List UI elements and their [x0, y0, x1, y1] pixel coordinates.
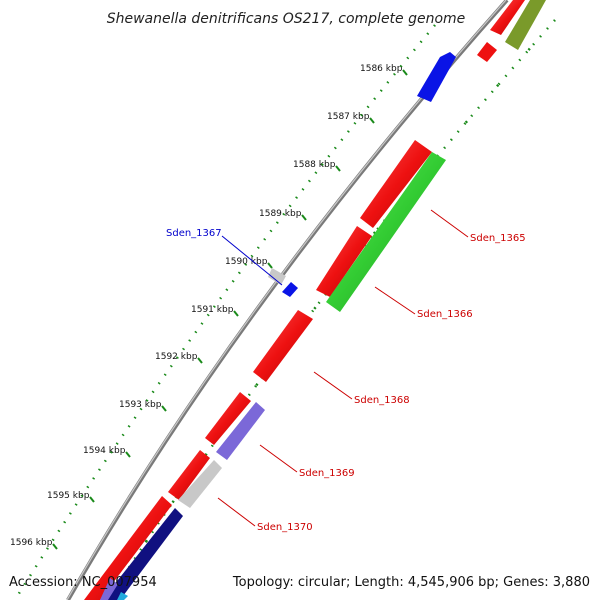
kbp-tick: 1591 kbp — [191, 305, 239, 317]
kbp-label: 1595 kbp — [47, 491, 90, 501]
kbp-label: 1587 kbp — [327, 112, 370, 122]
gene-red-large-2[interactable] — [316, 226, 372, 297]
gene-label-sden-1367[interactable]: Sden_1367 — [166, 228, 222, 239]
kbp-tick: 1587 kbp — [327, 112, 375, 124]
kbp-label: 1591 kbp — [191, 305, 234, 315]
gene-red-top[interactable] — [490, 0, 525, 35]
gene-label-sden-1369[interactable]: Sden_1369 — [299, 468, 355, 479]
genome-backbone — [66, 0, 509, 600]
gene-olive-top[interactable] — [505, 0, 546, 50]
kbp-tick-mark — [89, 496, 95, 503]
gene-label-sden-1365[interactable]: Sden_1365 — [470, 233, 526, 244]
kbp-label: 1593 kbp — [119, 400, 162, 410]
genome-backbone-highlight — [66, 0, 507, 600]
gene-label-sden-1368[interactable]: Sden_1368 — [354, 395, 410, 406]
kbp-tick: 1590 kbp — [225, 257, 273, 269]
leader-line — [217, 497, 256, 527]
kbp-tick: 1594 kbp — [83, 446, 131, 458]
position-ticks: 1586 kbp 1587 kbp 1588 kbp 1589 kbp 1590… — [10, 64, 408, 550]
leader-line — [221, 235, 283, 286]
forward-strand-genes — [268, 52, 456, 297]
kbp-label: 1586 kbp — [360, 64, 403, 74]
gene-Sden_1365[interactable] — [326, 152, 446, 312]
gene-red-large-1[interactable] — [360, 140, 432, 228]
kbp-tick-mark — [402, 69, 408, 76]
leader-line — [313, 371, 353, 400]
outer-tick-ring — [16, 24, 436, 596]
gene-blue-1586[interactable] — [417, 52, 456, 102]
gene-red-small-top[interactable] — [477, 42, 497, 62]
kbp-tick-mark — [267, 262, 273, 269]
kbp-label: 1588 kbp — [293, 160, 336, 170]
kbp-label: 1589 kbp — [259, 209, 302, 219]
kbp-tick-mark — [301, 214, 307, 221]
gene-label-sden-1366[interactable]: Sden_1366 — [417, 309, 473, 320]
gene-lavender-bottom[interactable] — [100, 578, 118, 600]
gene-Sden_1369[interactable] — [216, 402, 265, 460]
gene-annotations: Sden_1365 Sden_1366 Sden_1367 Sden_1368 … — [166, 209, 526, 533]
leader-line — [259, 444, 298, 473]
inner-tick-ring — [106, 19, 556, 600]
kbp-tick-mark — [335, 165, 341, 172]
gene-Sden_1367[interactable] — [282, 282, 298, 297]
topology-summary: Topology: circular; Length: 4,545,906 bp… — [232, 575, 590, 590]
kbp-tick-mark — [125, 451, 131, 458]
gene-label-sden-1370[interactable]: Sden_1370 — [257, 522, 313, 533]
kbp-tick-mark — [197, 357, 203, 364]
kbp-tick: 1586 kbp — [360, 64, 408, 76]
leader-line — [374, 286, 416, 315]
kbp-label: 1596 kbp — [10, 538, 53, 548]
gene-red-1593[interactable] — [205, 392, 251, 445]
gene-navy-1596[interactable] — [102, 508, 183, 600]
kbp-tick: 1592 kbp — [155, 352, 203, 364]
gene-red-1594[interactable] — [168, 450, 210, 500]
kbp-tick: 1595 kbp — [47, 491, 95, 503]
reverse-strand-genes — [100, 0, 546, 600]
gene-grey-small[interactable] — [268, 268, 286, 285]
kbp-tick: 1596 kbp — [10, 538, 58, 550]
gene-Sden_1370[interactable] — [178, 460, 222, 508]
kbp-tick-mark — [161, 405, 167, 412]
map-title: Shewanella denitrificans OS217, complete… — [107, 11, 466, 27]
kbp-tick-mark — [52, 543, 58, 550]
gene-red-1595[interactable] — [84, 496, 172, 600]
gene-Sden_1368[interactable] — [253, 310, 313, 382]
kbp-tick: 1589 kbp — [259, 209, 307, 221]
cds-track-genes — [84, 0, 525, 600]
accession-text: Accession: NC_007954 — [9, 575, 157, 590]
leader-line — [430, 209, 469, 238]
kbp-label: 1590 kbp — [225, 257, 268, 267]
kbp-tick-mark — [233, 310, 239, 317]
kbp-tick-mark — [369, 117, 375, 124]
gene-cyan-bottom[interactable] — [117, 592, 128, 600]
kbp-label: 1594 kbp — [83, 446, 126, 456]
kbp-tick: 1588 kbp — [293, 160, 341, 172]
kbp-tick: 1593 kbp — [119, 400, 167, 412]
